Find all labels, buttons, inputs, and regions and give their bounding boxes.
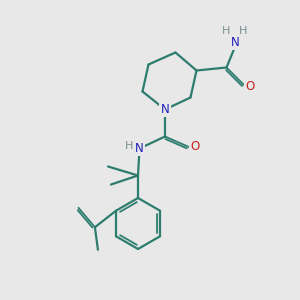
Text: H: H: [222, 26, 231, 37]
Text: O: O: [190, 140, 200, 154]
Text: O: O: [245, 80, 254, 94]
Text: N: N: [135, 142, 144, 155]
Text: N: N: [160, 103, 169, 116]
Text: H: H: [239, 26, 247, 37]
Text: H: H: [125, 141, 133, 151]
Text: N: N: [230, 35, 239, 49]
